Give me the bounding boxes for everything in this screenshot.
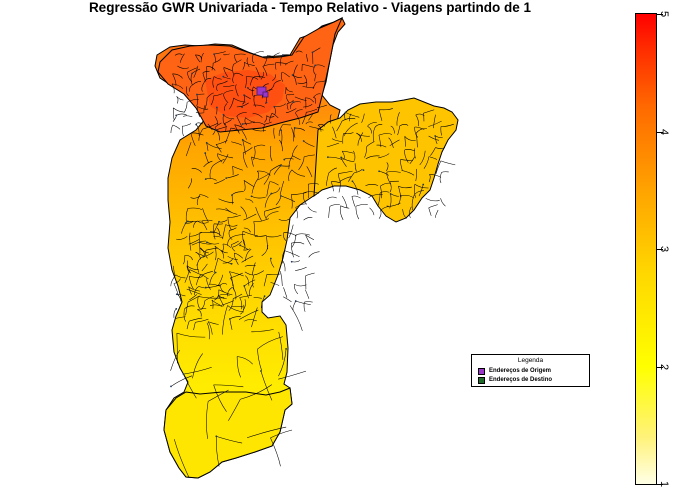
map-region-south [163, 387, 293, 479]
color-scale-tick [657, 131, 663, 133]
legend-item-origin: Endereços de Origem [478, 367, 551, 375]
municipality-map [154, 16, 459, 479]
color-scale-tick [657, 249, 663, 250]
legend-title: Legenda [517, 357, 544, 364]
legend-item-destination: Endereços de Destino [478, 376, 552, 384]
color-scale-tick [657, 14, 663, 15]
origin-swatch [478, 367, 485, 375]
color-scale-label: 5 [658, 11, 670, 18]
color-scale-label: 4 [658, 128, 670, 135]
color-scale-label: 3 [658, 246, 670, 253]
legend-label: Endereços de Origem [489, 368, 552, 374]
legend: Legenda Endereços de Origem Endereços de… [471, 354, 590, 387]
legend-label: Endereços de Destino [489, 377, 553, 383]
origin-address-marker [256, 86, 267, 96]
color-scale-tick [657, 366, 663, 368]
destination-swatch [478, 376, 485, 384]
origin-address-marker [262, 91, 269, 98]
color-scale-bar [635, 13, 657, 485]
color-scale-tick [657, 484, 663, 485]
color-scale-label: 2 [658, 363, 670, 370]
color-scale-label: 1 [658, 481, 670, 488]
map-title: Regressão GWR Univariada - Tempo Relativ… [88, 0, 532, 15]
district-markers [170, 51, 437, 438]
